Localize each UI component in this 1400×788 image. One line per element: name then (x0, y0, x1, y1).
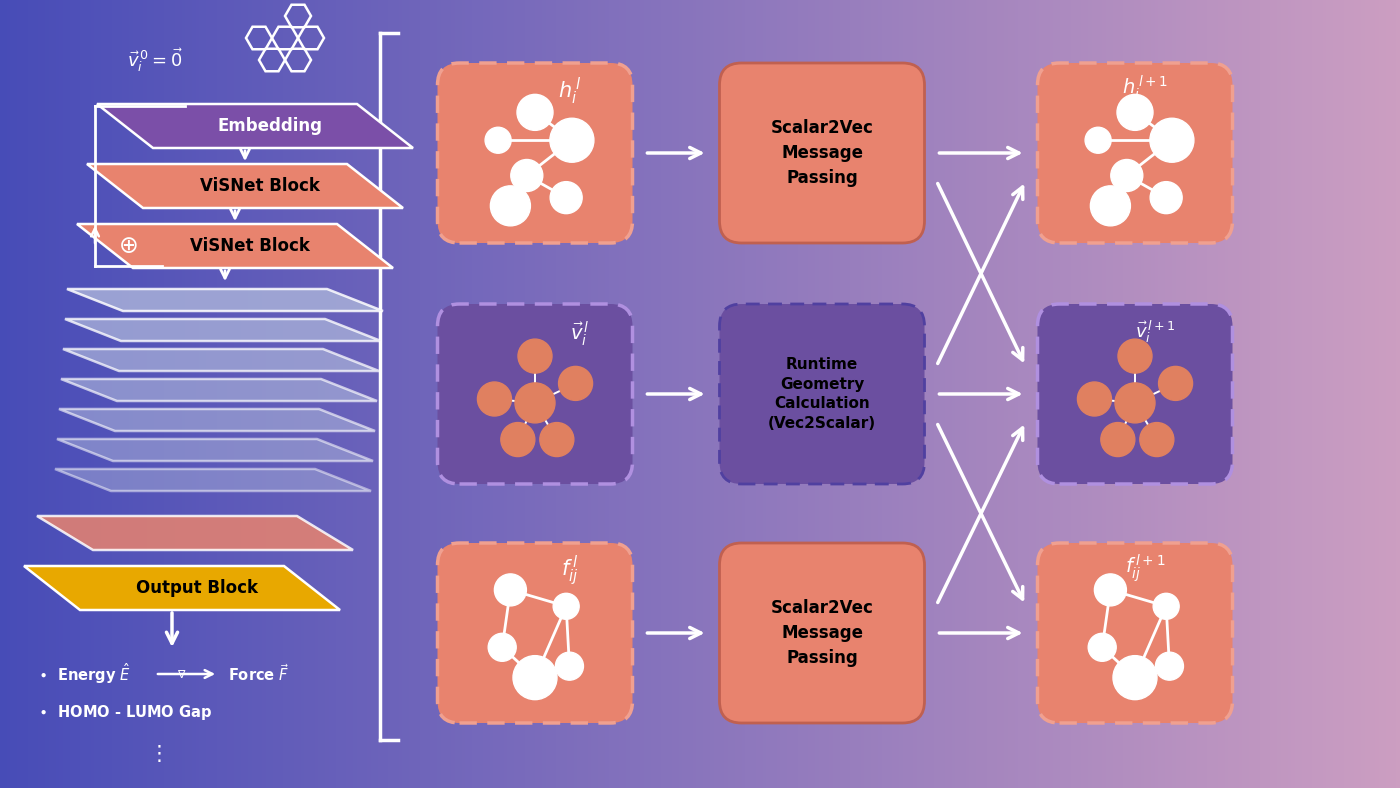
Circle shape (484, 127, 511, 153)
FancyBboxPatch shape (437, 63, 633, 243)
Circle shape (1117, 95, 1154, 130)
FancyBboxPatch shape (720, 63, 924, 243)
Polygon shape (63, 349, 379, 371)
Text: Embedding: Embedding (217, 117, 322, 135)
Polygon shape (77, 224, 393, 268)
Circle shape (1119, 339, 1152, 373)
FancyBboxPatch shape (720, 543, 924, 723)
Circle shape (1159, 366, 1193, 400)
Polygon shape (97, 104, 413, 148)
FancyBboxPatch shape (1037, 543, 1232, 723)
FancyBboxPatch shape (437, 304, 633, 484)
Circle shape (511, 159, 543, 191)
FancyBboxPatch shape (720, 304, 924, 484)
Text: $\vec{v}_i^{\,l+1}$: $\vec{v}_i^{\,l+1}$ (1134, 319, 1176, 345)
FancyBboxPatch shape (1037, 304, 1232, 484)
Polygon shape (87, 164, 403, 208)
Circle shape (489, 634, 517, 661)
Text: $\bullet$  HOMO - LUMO Gap: $\bullet$ HOMO - LUMO Gap (38, 704, 213, 723)
Circle shape (1100, 422, 1135, 456)
Text: $f_{ij}^{\,l+1}$: $f_{ij}^{\,l+1}$ (1124, 552, 1165, 584)
Circle shape (1149, 118, 1194, 162)
Circle shape (556, 652, 584, 680)
Circle shape (515, 383, 554, 423)
Polygon shape (59, 409, 375, 431)
Circle shape (518, 339, 552, 373)
Circle shape (1114, 383, 1155, 423)
Text: ViSNet Block: ViSNet Block (200, 177, 321, 195)
Text: Force $\vec{F}$: Force $\vec{F}$ (228, 663, 290, 685)
Circle shape (501, 422, 535, 456)
Text: $\oplus$: $\oplus$ (118, 234, 137, 258)
Circle shape (540, 422, 574, 456)
Circle shape (1088, 634, 1116, 661)
Circle shape (1085, 127, 1112, 153)
Circle shape (1113, 656, 1156, 700)
Text: $\vec{v}_i^{\,l}$: $\vec{v}_i^{\,l}$ (570, 320, 589, 348)
Circle shape (559, 366, 592, 400)
Circle shape (1155, 652, 1183, 680)
Text: $\vdots$: $\vdots$ (148, 742, 162, 764)
Circle shape (550, 182, 582, 214)
Text: $\nabla$: $\nabla$ (178, 668, 186, 680)
Text: $\vec{v}_i^{\,0} = \vec{0}$: $\vec{v}_i^{\,0} = \vec{0}$ (127, 46, 183, 74)
Text: $h_i^{\,l}$: $h_i^{\,l}$ (559, 76, 581, 106)
Polygon shape (64, 319, 381, 341)
Text: ViSNet Block: ViSNet Block (190, 237, 309, 255)
Text: Scalar2Vec
Message
Passing: Scalar2Vec Message Passing (770, 119, 874, 187)
Text: $f_{ij}^{\,l}$: $f_{ij}^{\,l}$ (561, 554, 578, 588)
Circle shape (1095, 574, 1127, 606)
FancyBboxPatch shape (1037, 63, 1232, 243)
Polygon shape (62, 379, 377, 401)
Circle shape (1140, 422, 1173, 456)
Polygon shape (67, 289, 384, 311)
Circle shape (550, 118, 594, 162)
Circle shape (477, 382, 511, 416)
Polygon shape (55, 469, 371, 491)
Text: $\bullet$  Energy $\hat{E}$: $\bullet$ Energy $\hat{E}$ (38, 662, 132, 686)
Circle shape (512, 656, 557, 700)
Polygon shape (36, 516, 353, 550)
Circle shape (1110, 159, 1142, 191)
Circle shape (1154, 593, 1179, 619)
Circle shape (1151, 182, 1182, 214)
Circle shape (490, 186, 531, 226)
Circle shape (1078, 382, 1112, 416)
Circle shape (494, 574, 526, 606)
Circle shape (553, 593, 580, 619)
Text: Scalar2Vec
Message
Passing: Scalar2Vec Message Passing (770, 599, 874, 667)
FancyBboxPatch shape (437, 543, 633, 723)
Text: Output Block: Output Block (136, 579, 258, 597)
Circle shape (1091, 186, 1130, 226)
Polygon shape (24, 566, 340, 610)
Text: Runtime
Geometry
Calculation
(Vec2Scalar): Runtime Geometry Calculation (Vec2Scalar… (769, 357, 876, 431)
Polygon shape (57, 439, 372, 461)
Circle shape (517, 95, 553, 130)
Text: $h_i^{\,l+1}$: $h_i^{\,l+1}$ (1121, 73, 1168, 102)
